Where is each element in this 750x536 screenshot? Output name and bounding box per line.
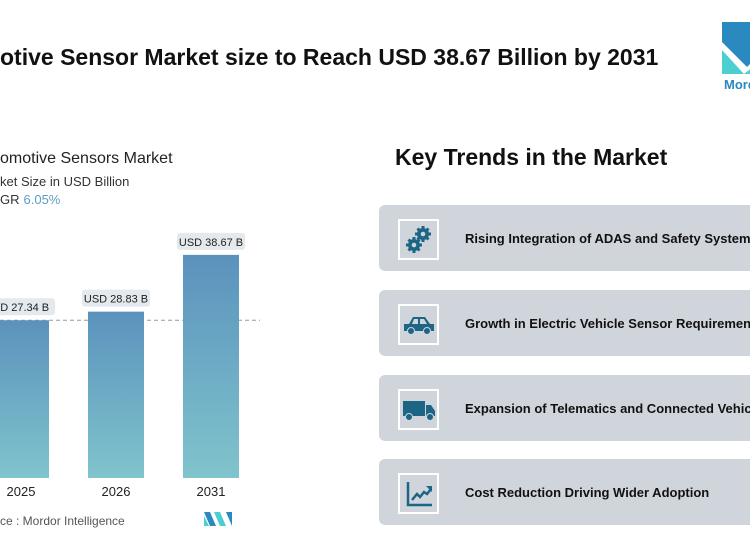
mordor-logo bbox=[722, 22, 750, 74]
trend-card: Rising Integration of ADAS and Safety Sy… bbox=[379, 205, 750, 271]
data-label: USD 28.83 B bbox=[84, 294, 148, 306]
x-tick-label: 2026 bbox=[102, 484, 131, 499]
cagr-value: 6.05% bbox=[23, 192, 61, 207]
page-title: otive Sensor Market size to Reach USD 38… bbox=[0, 44, 659, 70]
cagr: GR 6.05% bbox=[0, 192, 60, 207]
chart-subtitle: ket Size in USD Billion bbox=[0, 174, 130, 189]
data-label: USD 38.67 B bbox=[179, 237, 243, 249]
data-label-bg bbox=[0, 298, 55, 316]
data-label-bg bbox=[82, 289, 150, 307]
bar-chart: SD 27.34 B 2025 USD 28.83 B 2026 USD 38.67 B… bbox=[0, 232, 260, 499]
source-text: ce : Mordor Intelligence bbox=[0, 514, 125, 528]
logo-text: Mord bbox=[724, 77, 750, 92]
trend-label: Cost Reduction Driving Wider Adoption bbox=[465, 485, 710, 500]
bar-2025 bbox=[0, 320, 49, 478]
bar-2026 bbox=[88, 311, 144, 478]
bar-2031 bbox=[183, 254, 239, 478]
cagr-label: GR bbox=[0, 192, 20, 207]
trend-label: Rising Integration of ADAS and Safety Sy… bbox=[465, 231, 750, 246]
chart-title: omotive Sensors Market bbox=[0, 150, 173, 167]
truck-icon bbox=[398, 389, 439, 430]
trends-title: Key Trends in the Market bbox=[395, 144, 668, 170]
trend-card: Expansion of Telematics and Connected Ve… bbox=[379, 375, 750, 441]
car-icon bbox=[398, 304, 439, 345]
data-label-bg bbox=[177, 232, 245, 250]
trend-card: Cost Reduction Driving Wider Adoption bbox=[379, 459, 750, 525]
mordor-small-logo bbox=[204, 512, 232, 526]
trend-card: Growth in Electric Vehicle Sensor Requir… bbox=[379, 290, 750, 356]
trend-chart-icon bbox=[398, 473, 439, 514]
x-tick-label: 2025 bbox=[7, 484, 36, 499]
trend-label: Growth in Electric Vehicle Sensor Requir… bbox=[465, 316, 750, 331]
trend-label: Expansion of Telematics and Connected Ve… bbox=[465, 401, 750, 416]
data-label: SD 27.34 B bbox=[0, 302, 49, 314]
x-tick-label: 2031 bbox=[197, 484, 226, 499]
gears-icon bbox=[398, 219, 439, 260]
